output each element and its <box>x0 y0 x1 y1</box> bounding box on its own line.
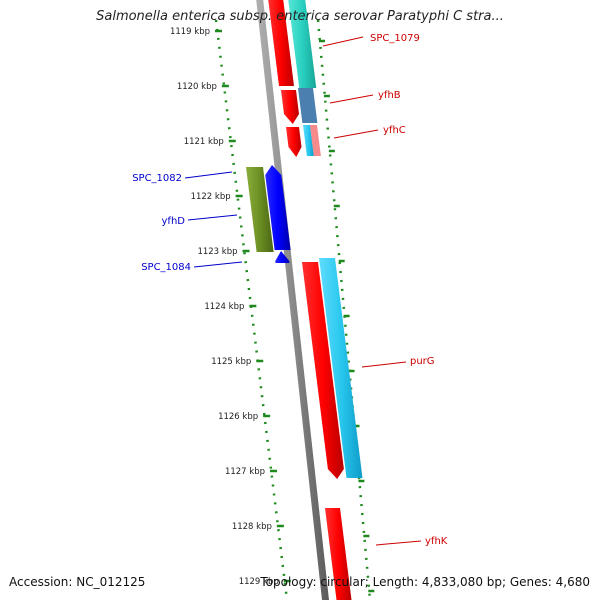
gene-label-yfhk[interactable]: yfhK <box>425 536 448 547</box>
ruler-tick-label: 1124 kbp <box>204 302 244 312</box>
leader-line-yfhb <box>329 94 374 104</box>
ruler-tick-label: 1125 kbp <box>211 357 251 367</box>
backbone-layer <box>256 0 329 600</box>
leader-line-yfhd <box>187 214 238 221</box>
leader-line-purg <box>361 361 407 368</box>
gene-yfhc-arrow <box>286 127 302 157</box>
ruler-dotted-line-outer <box>214 19 289 601</box>
ruler-tick-label: 1119 kbp <box>170 27 210 37</box>
genome-title: Salmonella enterica subsp. enterica sero… <box>96 9 504 24</box>
gene-label-purg[interactable]: purG <box>410 356 435 367</box>
leader-line-spc-1082 <box>184 171 233 179</box>
leader-line-yfhc <box>333 129 379 139</box>
ruler-tick-label: 1122 kbp <box>191 192 231 202</box>
gene-label-spc-1079[interactable]: SPC_1079 <box>370 33 420 44</box>
leader-line-spc-1084 <box>193 261 243 268</box>
gene-label-spc-1084[interactable]: SPC_1084 <box>141 262 191 273</box>
topology-text: Topology: circular; Length: 4,833,080 bp… <box>260 575 590 589</box>
leader-line-yfhk <box>375 540 422 546</box>
gene-yfhb-arrow <box>281 90 299 124</box>
leader-line-spc-1079 <box>322 36 364 47</box>
ruler-tick-label: 1121 kbp <box>184 137 224 147</box>
gene-yfhc-annotation-cyan <box>303 125 314 156</box>
gene-yfhc-annotation-pink <box>310 125 321 156</box>
genome-backbone <box>256 0 329 600</box>
gene-spc-1084-arrow <box>275 251 290 263</box>
gene-purg-annotation <box>319 258 363 478</box>
gene-labels: SPC_1079 yfhB yfhC SPC_1082 yfhD SPC_1084 purG… <box>132 33 448 547</box>
gene-label-yfhd[interactable]: yfhD <box>162 216 186 227</box>
gene-yfhb-annotation <box>298 88 318 123</box>
ruler-tick-label: 1129 kbp <box>239 577 279 587</box>
gene-spc-1079-annotation <box>288 0 317 88</box>
gene-label-spc-1082[interactable]: SPC_1082 <box>132 173 182 184</box>
ruler-tick-label: 1120 kbp <box>177 82 217 92</box>
gene-purg-arrow <box>302 262 344 479</box>
ruler-tick-label: 1128 kbp <box>232 522 272 532</box>
gene-yfhd-arrow <box>265 165 291 250</box>
ruler-tick-label: 1123 kbp <box>197 247 237 257</box>
gene-label-yfhb[interactable]: yfhB <box>378 90 401 101</box>
gene-label-yfhc[interactable]: yfhC <box>383 125 406 136</box>
ruler-tick-label: 1127 kbp <box>225 467 265 477</box>
accession-text: Accession: NC_012125 <box>9 575 146 589</box>
position-ruler: 1119 kbp 1120 kbp 1121 kbp 1122 kbp 1123 kbp… <box>170 19 375 601</box>
gene-spc-1082-annotation <box>246 167 274 252</box>
gene-yfhk-arrow <box>325 508 352 600</box>
feature-tracks <box>246 0 363 600</box>
gene-spc-1079-arrow <box>268 0 294 86</box>
ruler-tick-label: 1126 kbp <box>218 412 258 422</box>
